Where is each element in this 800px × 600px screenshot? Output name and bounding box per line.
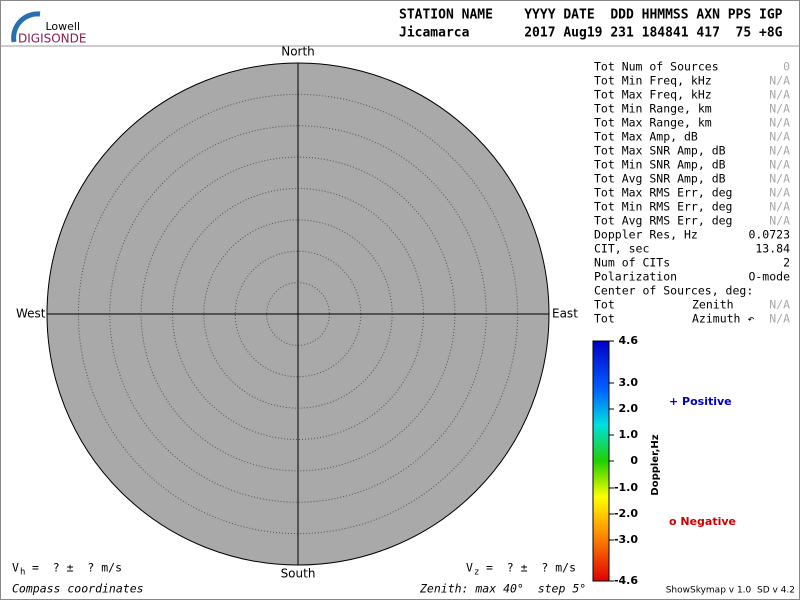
center-label: Azimuth ↶ — [692, 312, 754, 326]
stat-value: 13.84 — [755, 242, 790, 256]
colorbar-label: -1.0 — [614, 481, 638, 494]
colorbar-label: -4.6 — [614, 574, 638, 587]
stat-label: Num of CITs — [594, 256, 670, 270]
legend-positive: + Positive — [669, 395, 732, 408]
stat-label: Doppler Res, Hz — [594, 228, 698, 242]
stat-value: N/A — [769, 144, 790, 158]
stat-value: 0 — [783, 60, 790, 74]
stat-label: Tot Num of Sources — [594, 60, 719, 74]
stat-label: CIT, sec — [594, 242, 649, 256]
coords-note: Compass coordinates — [12, 582, 144, 596]
colorbar-label: 0 — [630, 454, 638, 467]
stat-label: Tot Max Range, km — [594, 116, 712, 130]
stat-value: N/A — [769, 88, 790, 102]
stat-label: Tot Max Freq, kHz — [594, 88, 712, 102]
stat-label: Tot Avg RMS Err, deg — [594, 214, 732, 228]
velocity-text: = ? ± ? m/s — [486, 561, 576, 575]
colorbar — [592, 340, 610, 582]
logo-text: Lowell — [45, 20, 80, 33]
center-value: N/A — [769, 298, 790, 312]
colorbar-label: 2.0 — [619, 402, 639, 415]
stat-value: N/A — [769, 186, 790, 200]
logo-swoosh — [11, 11, 41, 43]
colorbar-title: Doppler,Hz — [650, 434, 661, 495]
stat-label: Tot Max SNR Amp, dB — [594, 144, 726, 158]
stat-label: Tot Min Freq, kHz — [594, 74, 712, 88]
stat-label: Tot Max Amp, dB — [594, 130, 698, 144]
stat-value: N/A — [769, 102, 790, 116]
center-title: Center of Sources, deg: — [594, 284, 753, 298]
colorbar-label: 3.0 — [619, 376, 639, 389]
stat-label: Tot Max RMS Err, deg — [594, 186, 732, 200]
logo-text: DIGISONDE — [18, 32, 86, 46]
compass-label: South — [281, 567, 316, 581]
velocity-sub: z — [474, 568, 479, 578]
stat-value: N/A — [769, 200, 790, 214]
stat-value: O-mode — [748, 270, 790, 284]
stat-label: Tot Min RMS Err, deg — [594, 200, 732, 214]
header-row: STATION NAME YYYY DATE DDD HHMMSS AXN PP… — [399, 8, 783, 23]
stat-value: N/A — [769, 116, 790, 130]
stat-value: N/A — [769, 172, 790, 186]
velocity-sub: h — [20, 568, 25, 578]
center-label: Tot — [594, 312, 615, 326]
colorbar-label: 4.6 — [619, 334, 639, 347]
velocity-symbol: V — [466, 561, 473, 575]
center-label: Tot — [594, 298, 615, 312]
center-value: N/A — [769, 312, 790, 326]
zenith-note: Zenith: max 40° step 5° — [419, 582, 586, 596]
stat-value: 2 — [783, 256, 790, 270]
stat-value: 0.0723 — [748, 228, 790, 242]
velocity-text: = ? ± ? m/s — [32, 561, 122, 575]
colorbar-label: -3.0 — [614, 533, 638, 546]
version: ShowSkymap v 1.0 SD v 4.2 — [666, 586, 795, 596]
stat-value: N/A — [769, 74, 790, 88]
stat-label: Tot Min Range, km — [594, 102, 712, 116]
compass-label: West — [16, 307, 46, 321]
stat-label: Tot Avg SNR Amp, dB — [594, 172, 726, 186]
colorbar-label: 1.0 — [619, 428, 639, 441]
stat-label: Tot Min SNR Amp, dB — [594, 158, 726, 172]
compass-label: East — [552, 307, 578, 321]
stat-value: N/A — [769, 130, 790, 144]
stat-value: N/A — [769, 214, 790, 228]
legend-negative: o Negative — [669, 515, 736, 528]
center-label: Zenith — [692, 298, 734, 312]
compass-label: North — [281, 45, 315, 59]
stat-value: N/A — [769, 158, 790, 172]
colorbar-label: -2.0 — [614, 507, 638, 520]
header-row: Jicamarca 2017 Aug19 231 184841 417 75 +… — [399, 26, 783, 41]
stat-label: Polarization — [594, 270, 677, 284]
velocity-symbol: V — [12, 561, 19, 575]
